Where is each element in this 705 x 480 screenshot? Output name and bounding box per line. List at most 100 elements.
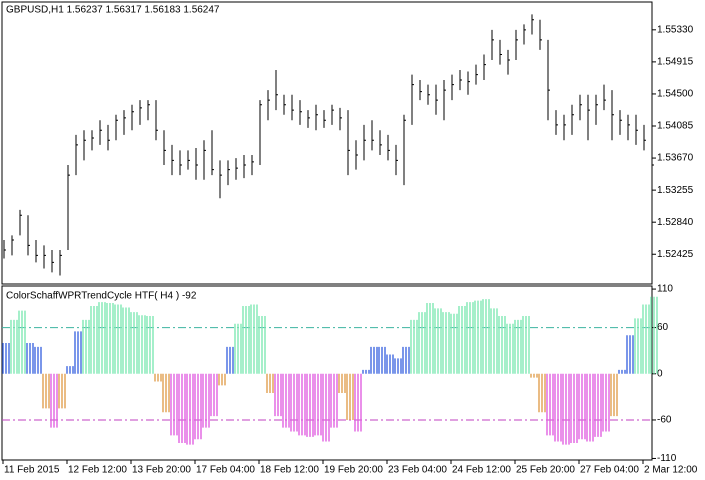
- y-tick-label: 1.54500: [657, 89, 694, 100]
- histogram-bar: [106, 302, 114, 374]
- histogram-bar: [298, 373, 306, 436]
- price-bar: [459, 69, 462, 91]
- price-bar: [243, 154, 246, 179]
- y-tick-label: 1.55330: [657, 24, 694, 35]
- histogram-bar: [562, 373, 570, 445]
- histogram-bar: [186, 373, 194, 445]
- price-bar: [299, 100, 302, 125]
- histogram-bar: [210, 373, 218, 417]
- price-bar: [427, 84, 430, 105]
- histogram-bar: [26, 342, 34, 374]
- histogram-bar: [218, 373, 226, 386]
- histogram-bar: [162, 373, 170, 413]
- histogram-bar: [594, 373, 602, 437]
- price-bar: [35, 239, 38, 263]
- histogram-bar: [482, 299, 490, 374]
- histogram-bar: [138, 315, 146, 374]
- indicator-pane: [1, 285, 653, 461]
- histogram-bar: [434, 308, 442, 374]
- price-bar: [139, 100, 142, 125]
- histogram-bar: [426, 302, 434, 374]
- histogram-bar: [362, 369, 370, 374]
- price-bar: [523, 24, 526, 45]
- histogram-bar: [258, 316, 266, 374]
- price-bar: [635, 114, 638, 145]
- histogram-bar: [74, 331, 82, 374]
- y-tick-label: 1.53255: [657, 185, 694, 196]
- histogram-bar: [194, 373, 202, 440]
- histogram-bar: [170, 373, 178, 436]
- histogram-bar: [18, 310, 26, 374]
- price-bar: [315, 104, 318, 131]
- price-bar: [3, 239, 6, 259]
- histogram-bar: [578, 373, 586, 440]
- y-tick-label: 1.54085: [657, 121, 694, 132]
- histogram-bar: [330, 373, 338, 428]
- price-bar: [307, 110, 310, 128]
- price-bar: [211, 130, 214, 176]
- histogram-bar: [610, 373, 618, 417]
- histogram-bar: [418, 312, 426, 374]
- histogram-bar: [114, 304, 122, 374]
- histogram-bar: [266, 373, 274, 394]
- price-bar: [595, 94, 598, 125]
- price-bar: [483, 54, 486, 81]
- price-bar: [19, 209, 22, 236]
- histogram-bar: [98, 302, 106, 374]
- histogram-bar: [242, 306, 250, 374]
- histogram-bar: [410, 319, 418, 374]
- histogram-bar: [130, 312, 138, 374]
- x-tick-label: 2 Mar 12:00: [644, 465, 698, 476]
- histogram-bar: [402, 346, 410, 374]
- histogram-bar: [10, 319, 18, 374]
- histogram-bar: [122, 307, 130, 374]
- price-bar: [379, 130, 382, 155]
- histogram-bar: [466, 302, 474, 374]
- price-bar: [387, 134, 390, 161]
- price-bar: [619, 110, 622, 135]
- histogram-bar: [154, 373, 162, 382]
- price-bar: [347, 110, 350, 176]
- histogram-bar: [378, 346, 386, 374]
- price-bar: [131, 104, 134, 131]
- price-bar: [91, 130, 94, 151]
- histogram-bar: [522, 316, 530, 374]
- price-bar: [43, 245, 46, 269]
- histogram-bar: [146, 316, 154, 374]
- price-bar: [475, 64, 478, 85]
- histogram-bar: [322, 373, 330, 442]
- histogram-bar: [66, 366, 74, 374]
- histogram-bar: [554, 373, 562, 442]
- histogram-bar: [290, 373, 298, 432]
- y-tick-label: 60: [657, 322, 669, 333]
- histogram-bar: [338, 373, 346, 394]
- price-bar: [603, 84, 606, 111]
- price-bar: [275, 69, 278, 111]
- histogram-bar: [394, 358, 402, 374]
- price-title: GBPUSD,H1 1.56237 1.56317 1.56183 1.5624…: [6, 5, 220, 16]
- price-bar: [339, 107, 342, 131]
- price-bar: [51, 250, 54, 273]
- y-tick-label: 1.54915: [657, 57, 694, 68]
- price-bar: [179, 150, 182, 176]
- histogram-bar: [50, 373, 58, 428]
- histogram-bar: [506, 323, 514, 374]
- price-bar: [67, 165, 70, 251]
- histogram-bar: [530, 373, 538, 378]
- price-bar: [587, 94, 590, 141]
- histogram-bar: [498, 316, 506, 374]
- x-tick-label: 17 Feb 04:00: [196, 465, 255, 476]
- price-bar: [283, 94, 286, 115]
- price-bar: [539, 19, 542, 50]
- histogram-bar: [178, 373, 186, 444]
- price-bar: [451, 74, 454, 101]
- price-bar: [555, 110, 558, 135]
- y-tick-label: 0: [657, 368, 663, 379]
- histogram-bar: [226, 346, 234, 374]
- histogram-bar: [234, 323, 242, 374]
- price-bar: [363, 124, 366, 161]
- x-tick-label: 12 Feb 12:00: [68, 465, 127, 476]
- price-bar: [611, 90, 614, 141]
- price-bar: [411, 74, 414, 125]
